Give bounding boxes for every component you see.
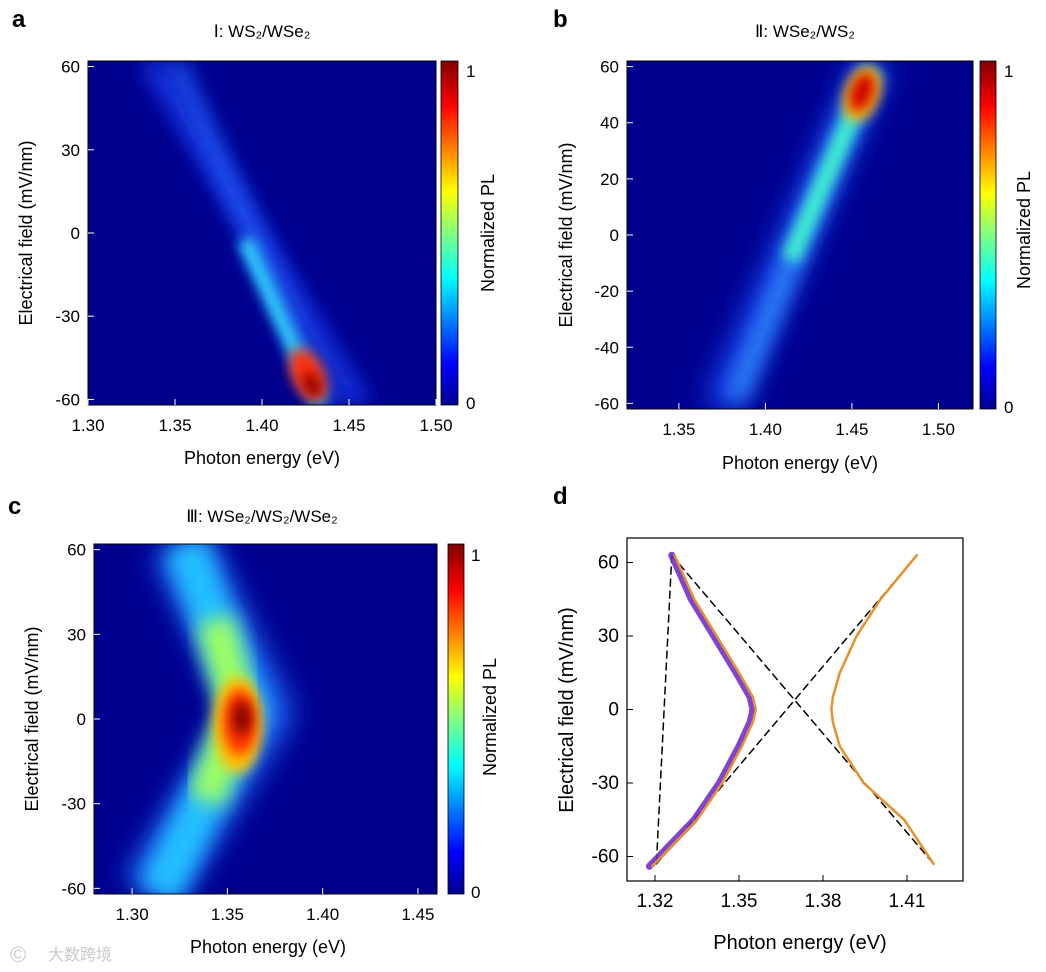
panel-d-ytick-label: -30: [592, 773, 619, 794]
panel-a-xtick-label: 1.45: [332, 416, 365, 435]
panel-c-xtick-label: 1.30: [116, 905, 149, 924]
panel-b-colorbar-label: Normalized PL: [1014, 171, 1034, 289]
panel-a-ytick-label: 0: [71, 224, 80, 243]
panel-c-ytick-label: 30: [67, 625, 86, 644]
panel-a-heatmap: [88, 61, 436, 405]
panel-c-ytick-label: -60: [61, 879, 86, 898]
panel-a-xlabel: Photon energy (eV): [184, 448, 340, 468]
panel-c: Ⅲ: WSe₂/WS₂/WSe₂ 1.30 1.35 1.40 1.45 60 30 0 -3…: [22, 507, 500, 957]
panel-a-xtick-label: 1.50: [419, 416, 452, 435]
panel-a-ticks: 1.30 1.35 1.40 1.45 1.50 60 30 0 -30 -60: [55, 58, 452, 435]
panel-c-colorbar: [447, 543, 465, 895]
panel-b-ytick-label: 0: [610, 226, 619, 245]
panel-label-d: d: [553, 483, 568, 510]
panel-d: 1.32 1.35 1.38 1.41 60 30 0 -30 -60 Photon energ…: [556, 537, 964, 954]
panel-b-ytick-label: 60: [600, 58, 619, 77]
panel-b-ylabel: Electrical field (mV/nm): [556, 142, 576, 327]
panel-b: Ⅱ: WSe₂/WS₂ 1.35 1.40 1.45 1.50 60 40 20 0 -20 -4…: [556, 22, 1034, 473]
panel-a-ytick-label: -30: [55, 307, 80, 326]
panel-d-ytick-label: 60: [598, 553, 619, 574]
panel-a-colorbar-min: 0: [466, 394, 475, 413]
panel-b-title: Ⅱ: WSe₂/WS₂: [755, 22, 855, 41]
panel-b-ytick-label: -60: [594, 394, 619, 413]
panel-c-heatmap: [94, 544, 437, 894]
series-experimental-data: [645, 551, 757, 870]
watermark-text: 大数跨境: [48, 945, 112, 964]
panel-b-ytick-label: 20: [600, 170, 619, 189]
panel-b-xtick-label: 1.45: [835, 420, 868, 439]
panel-b-xtick-label: 1.50: [922, 420, 955, 439]
panel-b-xtick-label: 1.35: [662, 420, 695, 439]
series-fit-lower-branch: [650, 553, 758, 868]
panel-d-plot: [645, 551, 935, 870]
panel-b-ytick-label: 40: [600, 114, 619, 133]
panel-b-heatmap: [627, 61, 973, 409]
panel-b-peak: [849, 72, 875, 112]
panel-label-c: c: [8, 493, 21, 520]
panel-b-xlabel: Photon energy (eV): [722, 453, 878, 473]
panel-d-frame: [626, 537, 964, 882]
panel-d-ylabel: Electrical field (mV/nm): [556, 607, 578, 813]
series-uncoupled-line-2: [671, 554, 935, 865]
panel-b-xtick-label: 1.40: [749, 420, 782, 439]
panel-b-ticks: 1.35 1.40 1.45 1.50 60 40 20 0 -20 -40 -60: [594, 58, 955, 439]
panel-c-title: Ⅲ: WSe₂/WS₂/WSe₂: [186, 507, 338, 526]
panel-c-xlabel: Photon energy (eV): [190, 937, 346, 957]
panel-d-xlabel: Photon energy (eV): [713, 932, 886, 954]
panel-label-a: a: [12, 6, 26, 33]
panel-c-xtick-label: 1.45: [401, 905, 434, 924]
panel-b-colorbar-min: 0: [1004, 398, 1013, 417]
panel-d-xtick-label: 1.38: [805, 891, 842, 912]
panel-a-xtick-label: 1.35: [158, 416, 191, 435]
panel-c-ytick-label: 0: [77, 710, 86, 729]
panel-c-ticks: 1.30 1.35 1.40 1.45 60 30 0 -30 -60: [61, 541, 434, 924]
panel-a-colorbar-max: 1: [466, 62, 475, 81]
panel-d-ticks: 1.32 1.35 1.38 1.41 60 30 0 -30 -60: [592, 553, 926, 913]
panel-d-ytick-label: -60: [592, 847, 619, 868]
panel-c-colorbar-label: Normalized PL: [480, 658, 500, 776]
panel-c-colorbar-max: 1: [471, 546, 480, 565]
panel-c-ylabel: Electrical field (mV/nm): [22, 626, 42, 811]
panel-a: Ⅰ: WS₂/WSe₂ 1.30 1.35 1.40 1.45 1.50 60 30 0 -30…: [16, 22, 498, 468]
panel-c-peak: [233, 701, 251, 735]
series-fit-upper-branch: [830, 553, 935, 866]
panel-a-peak-core: [302, 371, 322, 399]
panel-a-ylabel: Electrical field (mV/nm): [16, 140, 36, 325]
panel-b-colorbar: [979, 60, 997, 410]
panel-c-colorbar-min: 0: [471, 883, 480, 902]
panel-a-xtick-label: 1.40: [245, 416, 278, 435]
panel-a-title: Ⅰ: WS₂/WSe₂: [214, 22, 311, 41]
panel-d-xtick-label: 1.32: [637, 891, 674, 912]
panel-label-b: b: [553, 6, 568, 33]
panel-c-xtick-label: 1.35: [211, 905, 244, 924]
panel-a-xtick-label: 1.30: [71, 416, 104, 435]
panel-a-colorbar: [440, 60, 459, 406]
panel-a-ytick-label: 30: [61, 141, 80, 160]
panel-b-ytick-label: -20: [594, 282, 619, 301]
panel-d-xtick-label: 1.35: [721, 891, 758, 912]
panel-c-ytick-label: -30: [61, 795, 86, 814]
panel-b-colorbar-max: 1: [1004, 62, 1013, 81]
panel-d-ytick-label: 0: [608, 700, 619, 721]
panel-a-ytick-label: -60: [55, 390, 80, 409]
series-uncoupled-line-1: [655, 554, 673, 865]
panel-a-ytick-label: 60: [61, 58, 80, 77]
panel-d-xtick-label: 1.41: [889, 891, 926, 912]
panel-c-ytick-label: 60: [67, 541, 86, 560]
watermark: © 大数跨境: [10, 942, 112, 967]
watermark-logo-icon: ©: [10, 942, 26, 967]
panel-c-xtick-label: 1.40: [306, 905, 339, 924]
panel-d-ytick-label: 30: [598, 626, 619, 647]
panel-b-ytick-label: -40: [594, 338, 619, 357]
panel-a-colorbar-label: Normalized PL: [478, 174, 498, 292]
